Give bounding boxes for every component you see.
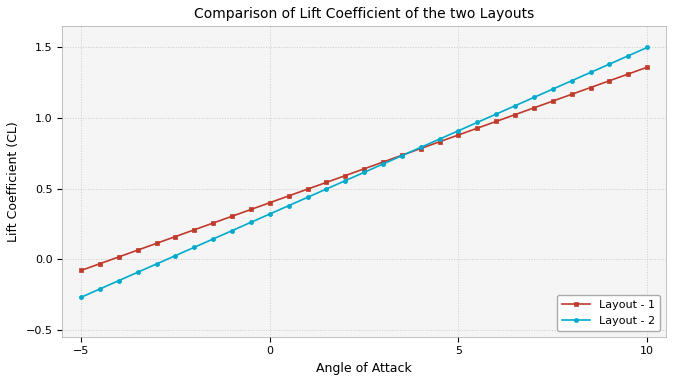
Layout - 1 — [77, 268, 85, 273]
Layout - 1 — [473, 126, 481, 131]
Layout - 2 — [625, 53, 633, 58]
Layout - 1 — [587, 85, 595, 90]
Layout - 2 — [530, 95, 538, 100]
Layout - 2 — [228, 228, 236, 233]
Layout - 2 — [511, 104, 519, 108]
Title: Comparison of Lift Coefficient of the two Layouts: Comparison of Lift Coefficient of the tw… — [194, 7, 534, 21]
Layout - 1 — [625, 72, 633, 76]
Layout - 1 — [567, 92, 575, 97]
Layout - 2 — [134, 270, 142, 275]
Layout - 1 — [435, 139, 444, 144]
Layout - 1 — [134, 248, 142, 253]
Layout - 1 — [285, 194, 293, 198]
Layout - 2 — [115, 278, 123, 283]
X-axis label: Angle of Attack: Angle of Attack — [316, 362, 412, 375]
Layout - 2 — [304, 195, 312, 200]
Layout - 1 — [341, 173, 349, 178]
Layout - 2 — [435, 137, 444, 141]
Line: Layout - 1: Layout - 1 — [79, 65, 649, 272]
Layout - 2 — [172, 253, 180, 258]
Layout - 2 — [209, 237, 217, 241]
Layout - 1 — [153, 241, 161, 246]
Layout - 1 — [360, 167, 368, 171]
Layout - 1 — [247, 207, 255, 212]
Layout - 1 — [492, 119, 500, 124]
Layout - 1 — [172, 234, 180, 239]
Layout - 2 — [606, 62, 614, 66]
Layout - 2 — [322, 187, 330, 191]
Layout - 2 — [417, 145, 425, 150]
Layout - 2 — [567, 78, 575, 83]
Layout - 2 — [379, 162, 387, 166]
Layout - 2 — [360, 170, 368, 175]
Layout - 1 — [417, 146, 425, 151]
Layout - 1 — [209, 221, 217, 225]
Layout - 1 — [115, 254, 123, 259]
Layout - 1 — [606, 78, 614, 83]
Layout - 1 — [228, 214, 236, 219]
Layout - 2 — [341, 178, 349, 183]
Layout - 1 — [454, 133, 462, 137]
Legend: Layout - 1, Layout - 2: Layout - 1, Layout - 2 — [557, 295, 660, 331]
Layout - 1 — [511, 112, 519, 117]
Layout - 2 — [190, 245, 199, 249]
Layout - 2 — [643, 45, 651, 50]
Layout - 2 — [454, 128, 462, 133]
Layout - 1 — [96, 261, 104, 266]
Layout - 2 — [266, 212, 274, 216]
Layout - 2 — [473, 120, 481, 125]
Layout - 2 — [587, 70, 595, 75]
Layout - 2 — [96, 286, 104, 291]
Layout - 1 — [530, 105, 538, 110]
Layout - 2 — [247, 220, 255, 225]
Layout - 1 — [643, 65, 651, 70]
Layout - 1 — [379, 160, 387, 164]
Layout - 2 — [285, 203, 293, 208]
Line: Layout - 2: Layout - 2 — [79, 45, 649, 299]
Layout - 2 — [398, 154, 406, 158]
Layout - 2 — [548, 87, 557, 91]
Y-axis label: Lift Coefficient (CL): Lift Coefficient (CL) — [7, 121, 20, 242]
Layout - 2 — [77, 295, 85, 299]
Layout - 2 — [492, 112, 500, 117]
Layout - 2 — [153, 262, 161, 266]
Layout - 1 — [304, 187, 312, 191]
Layout - 1 — [322, 180, 330, 185]
Layout - 1 — [398, 153, 406, 157]
Layout - 1 — [190, 228, 199, 232]
Layout - 1 — [548, 99, 557, 104]
Layout - 1 — [266, 201, 274, 205]
